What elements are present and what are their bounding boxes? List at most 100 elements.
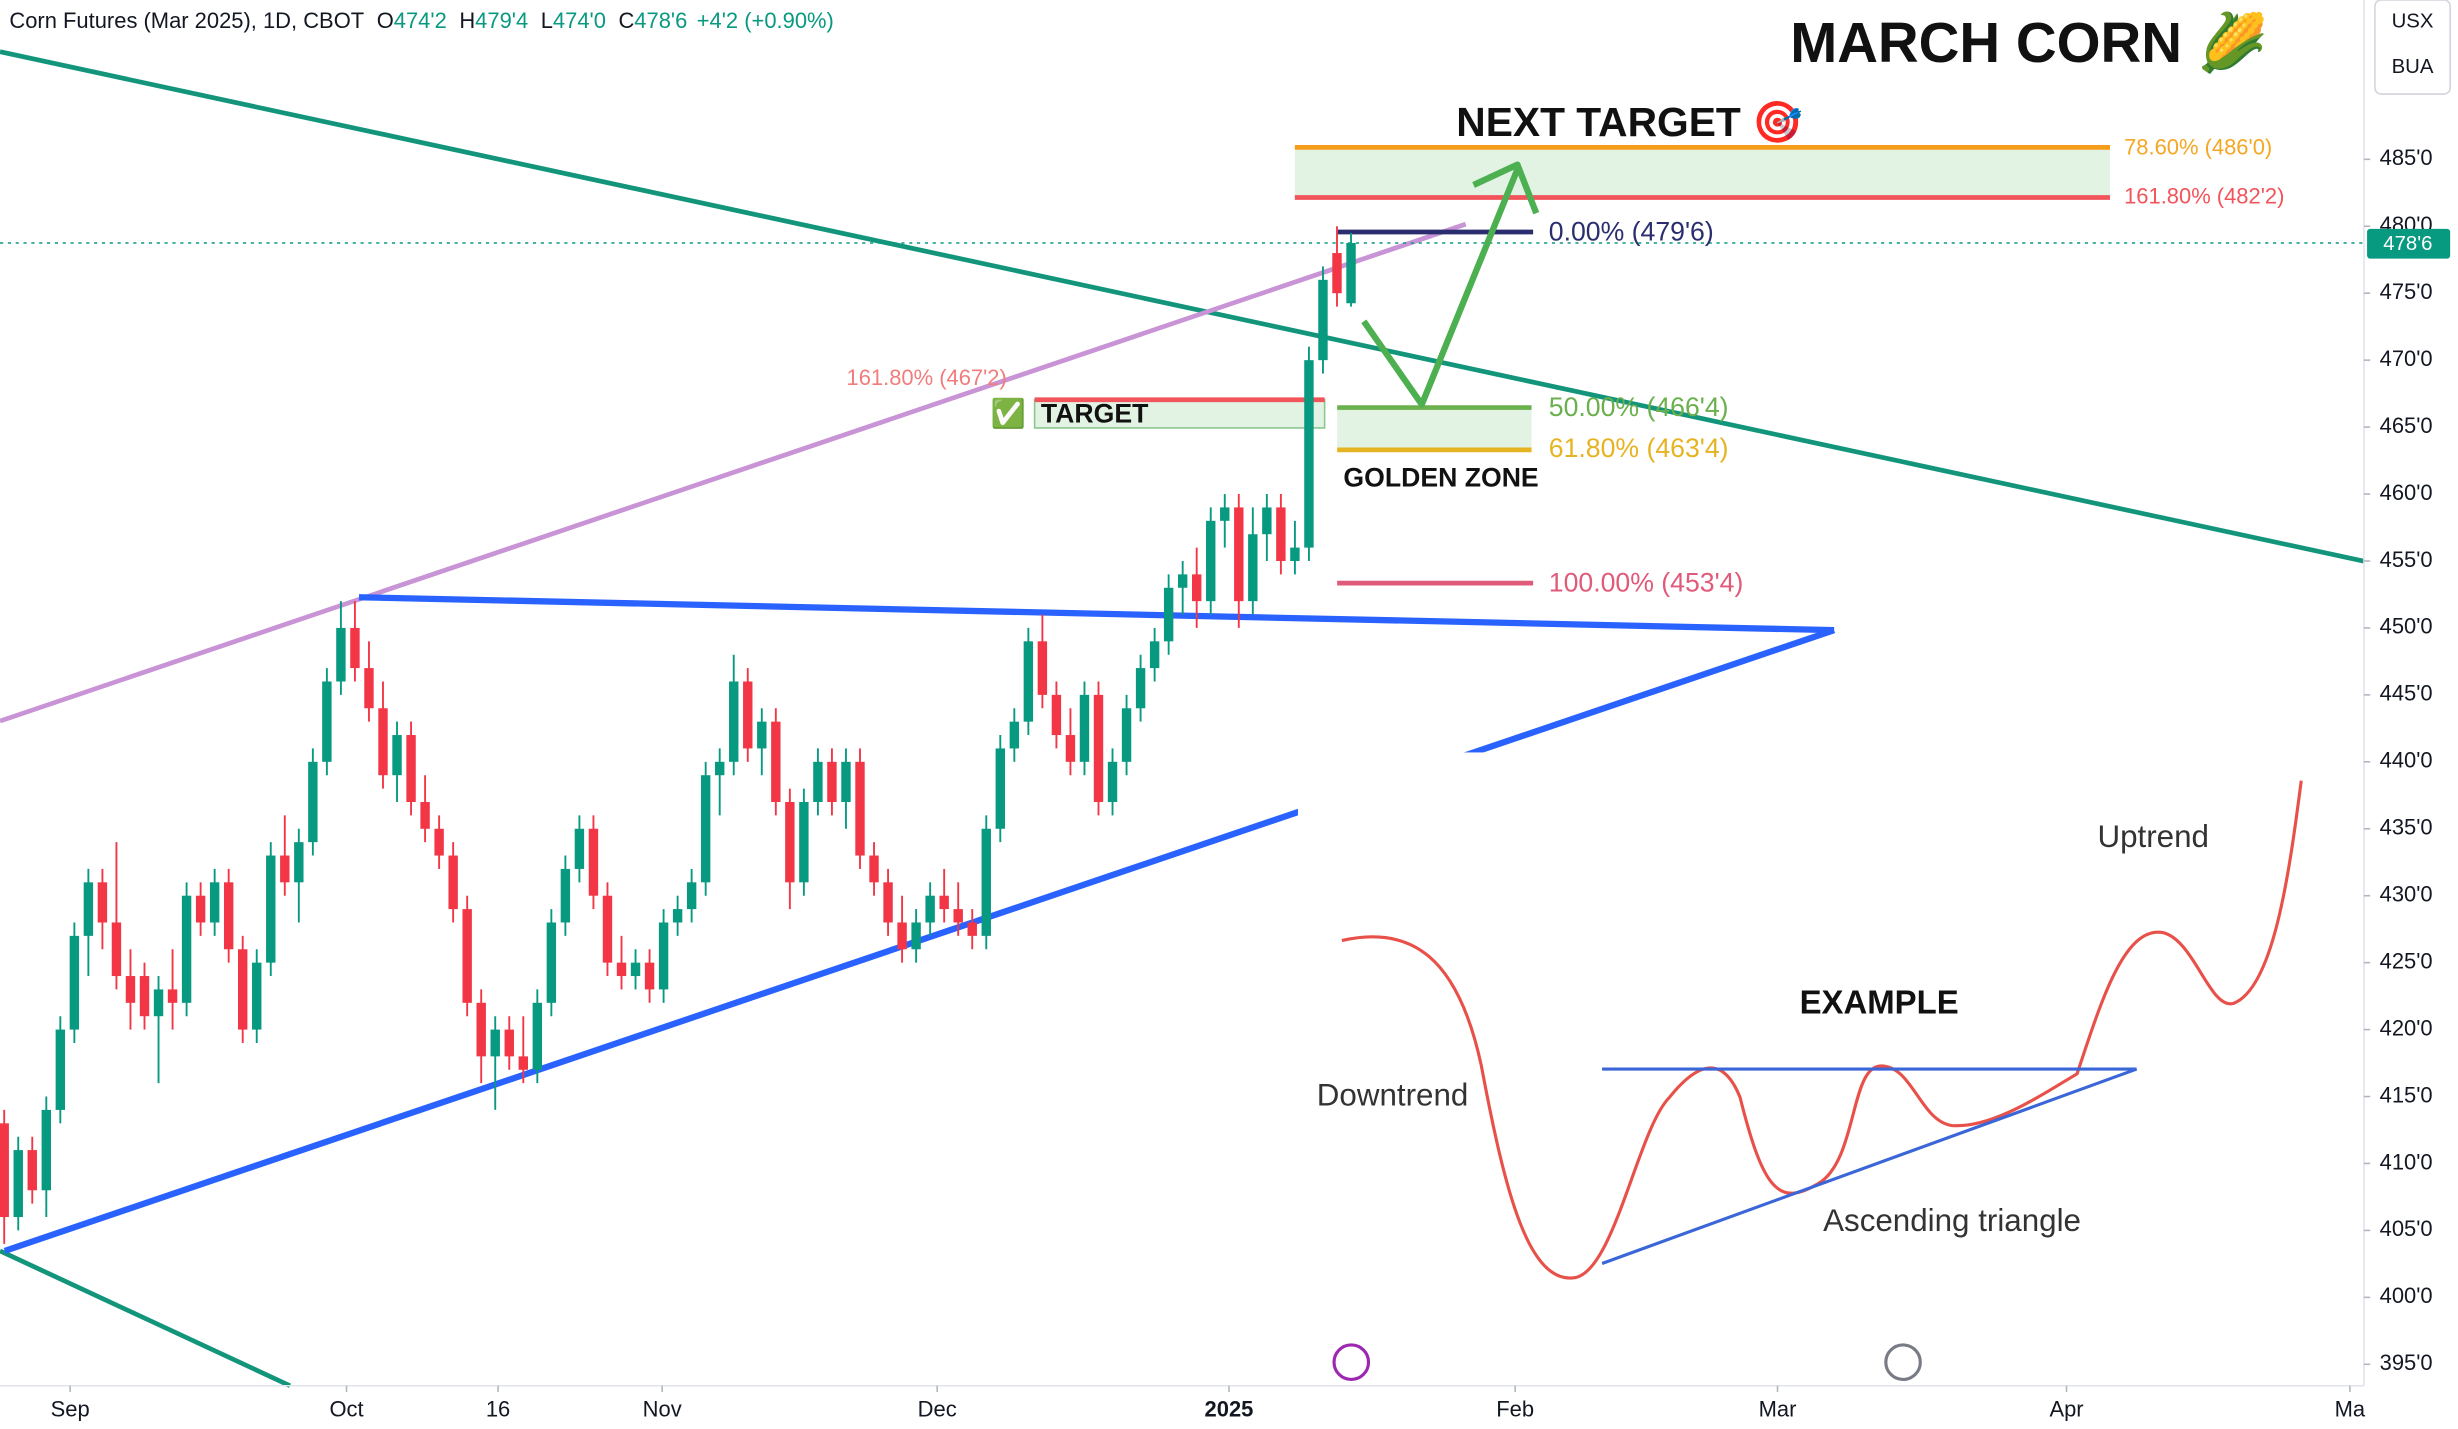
candle-body [462, 909, 472, 1003]
ohlc-key: H [459, 8, 475, 33]
symbol: Corn Futures (Mar 2025), 1D, CBOT [9, 8, 364, 33]
candle-body [308, 761, 318, 843]
y-tick-label: 415'0 [2380, 1082, 2433, 1107]
candle-body [925, 895, 935, 923]
unit: BUA [2392, 56, 2434, 78]
candle-body [700, 775, 711, 883]
candle-body [630, 962, 641, 977]
candle-body [1093, 694, 1104, 802]
candle-body [1290, 547, 1300, 561]
candle-body [350, 627, 360, 669]
candle-body [518, 1056, 528, 1070]
target-zone [1033, 398, 1326, 429]
candle-body [223, 882, 234, 950]
candle-body [266, 855, 276, 963]
annotation: GOLDEN ZONE [1343, 463, 1538, 493]
candle-body [336, 627, 346, 682]
candle-body [939, 895, 949, 910]
candle-body [322, 681, 332, 762]
icon[interactable] [1332, 1343, 1371, 1382]
candle-body [504, 1029, 514, 1057]
candles [0, 226, 1356, 1244]
candle-body [420, 801, 430, 829]
example-title: EXAMPLE [1800, 984, 1959, 1021]
y-tick-label: 420'0 [2380, 1015, 2433, 1040]
change: +4'2 (+0.90%) [697, 8, 834, 33]
candle-body [1177, 574, 1188, 588]
y-tick-label: 450'0 [2380, 614, 2433, 639]
y-tick-label: 455'0 [2380, 547, 2433, 572]
x-tick-label: Nov [643, 1397, 682, 1422]
annotations: MARCH CORN 🌽 NEXT TARGET 🎯 78.60% (486'0… [847, 9, 2285, 598]
candle-body [83, 882, 94, 936]
example-support [1601, 1067, 2138, 1265]
trend-line [0, 1248, 291, 1388]
candle-body [476, 1002, 486, 1057]
candle-body [1009, 721, 1020, 749]
candle-body [280, 855, 290, 883]
x-tick-label: Oct [329, 1397, 363, 1422]
x-tick-label: Ma [2335, 1397, 2366, 1422]
fib-label: 161.80% (482'2) [2124, 183, 2284, 208]
candle-body [1332, 253, 1342, 294]
price-tag: 478'6 [2367, 228, 2451, 259]
x-tick-label: Apr [2049, 1397, 2083, 1422]
ohlc-value: 474'2 [394, 8, 447, 33]
y-tick-label: 425'0 [2380, 948, 2433, 973]
candle-body [1121, 708, 1132, 762]
x-tick-label: 2025 [1205, 1397, 1254, 1422]
candle-body [799, 801, 809, 883]
candle-body [1149, 641, 1160, 669]
candle-body [238, 949, 248, 1030]
candle-body [771, 721, 781, 802]
check-icon: ✅ [991, 397, 1026, 430]
candle-body [658, 922, 669, 990]
x-tick-label: Mar [1759, 1397, 1797, 1422]
fib-label: 78.60% (486'0) [2124, 135, 2272, 160]
candle-body [686, 882, 697, 910]
candle-body [111, 922, 122, 977]
fib-label: 50.00% (466'4) [1549, 392, 1729, 422]
candle-body [827, 761, 837, 802]
triangle-line [358, 594, 1835, 634]
candle-body [743, 681, 753, 749]
candle-body [1318, 279, 1328, 361]
candle-body [448, 855, 458, 910]
annotation: TARGET [1041, 398, 1148, 428]
example-inset: EXAMPLE Downtrend Uptrend Ascending tria… [1297, 752, 2364, 1309]
golden-zone [1337, 407, 1532, 450]
candle-body [434, 828, 444, 856]
inset-background [1297, 752, 2364, 1309]
candle-body [602, 895, 613, 963]
example-label: Ascending triangle [1823, 1203, 2081, 1238]
y-tick-label: 460'0 [2380, 480, 2433, 505]
candle-body [911, 922, 921, 950]
icons [1332, 1343, 1922, 1382]
candle-body [209, 882, 220, 923]
chart-title: MARCH CORN 🌽 [1790, 9, 2268, 75]
ohlc-key: C [618, 8, 634, 33]
candle-body [153, 989, 164, 1017]
example-curve [1341, 780, 2303, 1280]
trend-line [0, 49, 2365, 564]
candle-body [532, 1002, 543, 1070]
x-tick-label: Dec [918, 1397, 957, 1422]
candle-body [139, 976, 150, 1017]
ohlc-key: O [377, 8, 394, 33]
fib-label: 61.80% (463'4) [1549, 433, 1729, 463]
candle-body [125, 976, 136, 1003]
candle-body [855, 761, 865, 856]
ticks: 395'0 400'0 405'0 410'0 415'0 420'0 425'0 430'0… [51, 145, 2433, 1421]
example-label: Downtrend [1317, 1078, 1469, 1113]
candle-body [546, 922, 557, 1003]
candle-body [672, 909, 683, 923]
candle-body [785, 801, 795, 883]
channel-line [0, 221, 1467, 724]
candle-body [252, 962, 262, 1030]
candle-body [897, 922, 907, 950]
icon[interactable] [1884, 1343, 1922, 1382]
price-tag-label: 478'6 [2383, 233, 2432, 255]
candle-body [1065, 735, 1076, 762]
candle-body [167, 989, 178, 1003]
candle-body [1248, 534, 1258, 602]
